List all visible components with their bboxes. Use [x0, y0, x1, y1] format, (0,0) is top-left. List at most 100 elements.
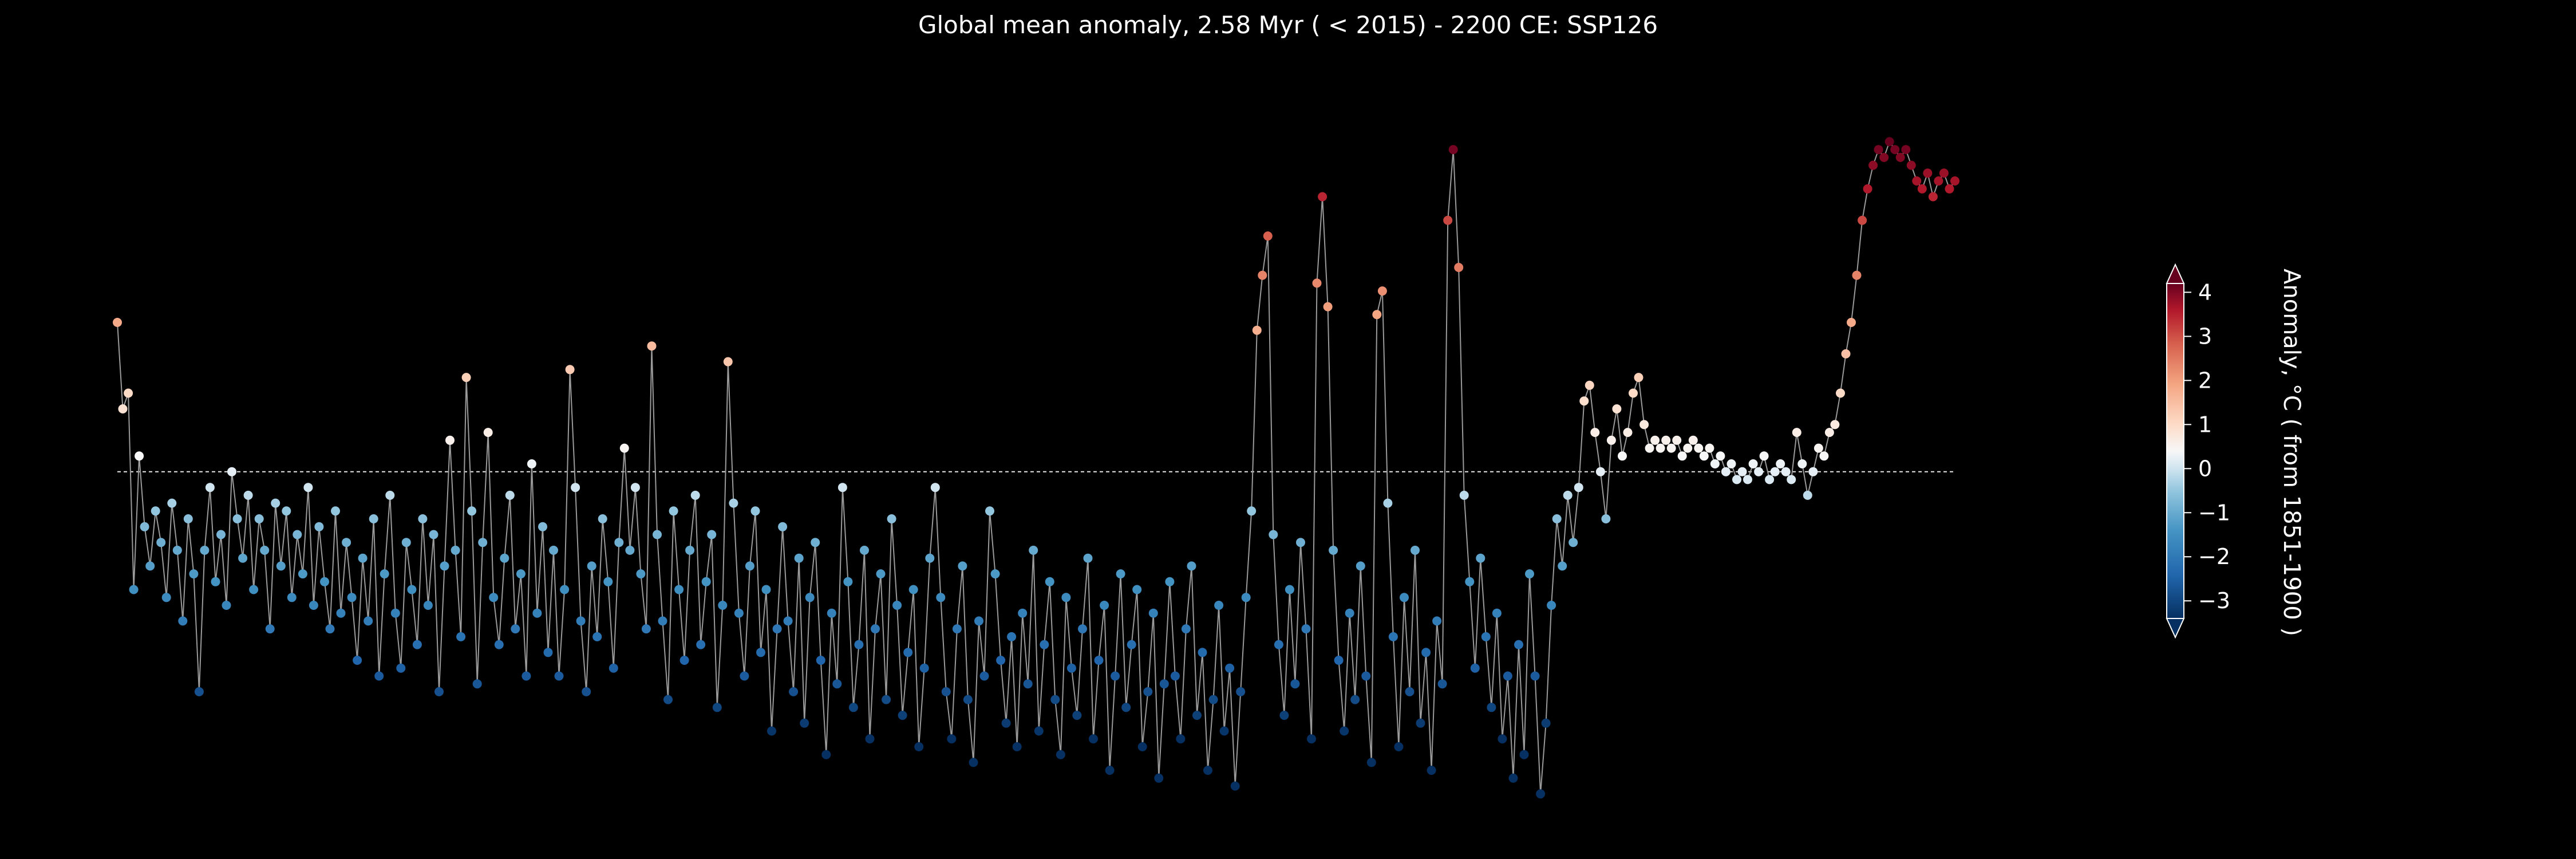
data-point [1874, 145, 1883, 155]
data-point [1411, 545, 1420, 555]
data-point [205, 483, 215, 492]
data-point [811, 538, 820, 547]
data-point [113, 318, 122, 327]
data-point [696, 640, 706, 649]
data-point [887, 514, 896, 523]
data-point [985, 506, 994, 516]
data-point [1606, 435, 1616, 445]
data-point [712, 703, 722, 712]
data-point [1236, 687, 1246, 696]
data-point [603, 577, 613, 586]
data-point [1585, 380, 1594, 390]
data-point [1388, 632, 1398, 641]
colorbar-extend-bottom [2166, 618, 2185, 639]
data-point [1154, 773, 1164, 783]
data-point [1677, 451, 1687, 461]
data-point [1525, 569, 1534, 579]
data-point [1688, 435, 1698, 445]
data-point [930, 483, 940, 492]
data-point [952, 624, 962, 634]
data-point [440, 561, 449, 571]
data-point [1312, 278, 1322, 288]
data-point [282, 506, 291, 516]
data-point [1089, 734, 1098, 744]
data-point [1623, 428, 1633, 438]
data-point [451, 545, 460, 555]
data-point [1111, 671, 1120, 681]
data-point [718, 601, 728, 610]
data-point [1830, 420, 1840, 430]
colorbar-label: Anomaly, °C ( from 1851-1900 ) [2278, 269, 2305, 636]
data-point [216, 530, 226, 539]
data-point [429, 530, 438, 539]
data-point [1230, 781, 1240, 791]
data-point [1459, 490, 1469, 500]
chart-title: Global mean anomaly, 2.58 Myr ( < 2015) … [918, 11, 1658, 39]
data-point [592, 632, 602, 641]
data-point [483, 428, 493, 438]
data-point [1906, 160, 1916, 170]
data-point [1852, 270, 1862, 280]
data-point [734, 608, 744, 618]
data-point [238, 553, 248, 563]
data-point [767, 726, 776, 736]
data-point [1563, 490, 1573, 500]
colorbar-tick-label: 3 [2198, 324, 2212, 349]
data-point [1841, 349, 1851, 358]
data-point [560, 585, 570, 594]
data-point [1443, 215, 1453, 225]
data-point [805, 593, 815, 602]
data-point [456, 632, 466, 641]
data-point [1176, 734, 1186, 744]
data-point [723, 357, 733, 367]
data-point [1383, 498, 1393, 508]
data-point [1699, 451, 1709, 461]
data-point [925, 553, 935, 563]
data-point [1340, 726, 1349, 736]
data-point [1329, 545, 1338, 555]
data-point [200, 545, 210, 555]
data-point [1187, 561, 1196, 571]
data-point [1247, 506, 1257, 516]
data-point [800, 718, 809, 728]
data-point [1803, 490, 1812, 500]
data-point [1007, 632, 1017, 641]
data-point [832, 679, 842, 689]
data-point [1121, 703, 1131, 712]
data-point [1797, 459, 1807, 468]
data-point [794, 553, 804, 563]
data-point [342, 538, 351, 547]
data-point [772, 624, 782, 634]
data-point [1934, 176, 1943, 186]
data-point [1574, 483, 1583, 492]
data-point [1045, 577, 1054, 586]
data-point [1334, 656, 1344, 665]
data-point [1536, 789, 1546, 799]
data-point [331, 506, 340, 516]
data-point [309, 601, 318, 610]
data-point [303, 483, 313, 492]
data-point [1770, 467, 1780, 476]
data-point [1192, 711, 1202, 720]
data-point [1356, 561, 1365, 571]
data-point [145, 561, 155, 571]
data-point [1595, 467, 1605, 476]
data-point [1743, 475, 1752, 484]
data-point [1683, 443, 1693, 453]
data-point [1476, 553, 1485, 563]
data-point [1858, 215, 1867, 225]
data-point [1050, 695, 1060, 704]
data-point [549, 545, 558, 555]
data-point [1323, 302, 1333, 312]
data-point [1448, 145, 1458, 155]
data-point [211, 577, 220, 586]
data-point [1650, 435, 1660, 445]
data-point [1225, 663, 1235, 673]
data-point [1661, 435, 1671, 445]
data-point [227, 467, 236, 476]
colorbar-ticks: −3 −2 −1 0 1 2 3 4 [2184, 279, 2230, 613]
data-point [1558, 561, 1567, 571]
data-point [1530, 671, 1540, 681]
data-point [461, 373, 471, 383]
data-point [1078, 624, 1087, 634]
